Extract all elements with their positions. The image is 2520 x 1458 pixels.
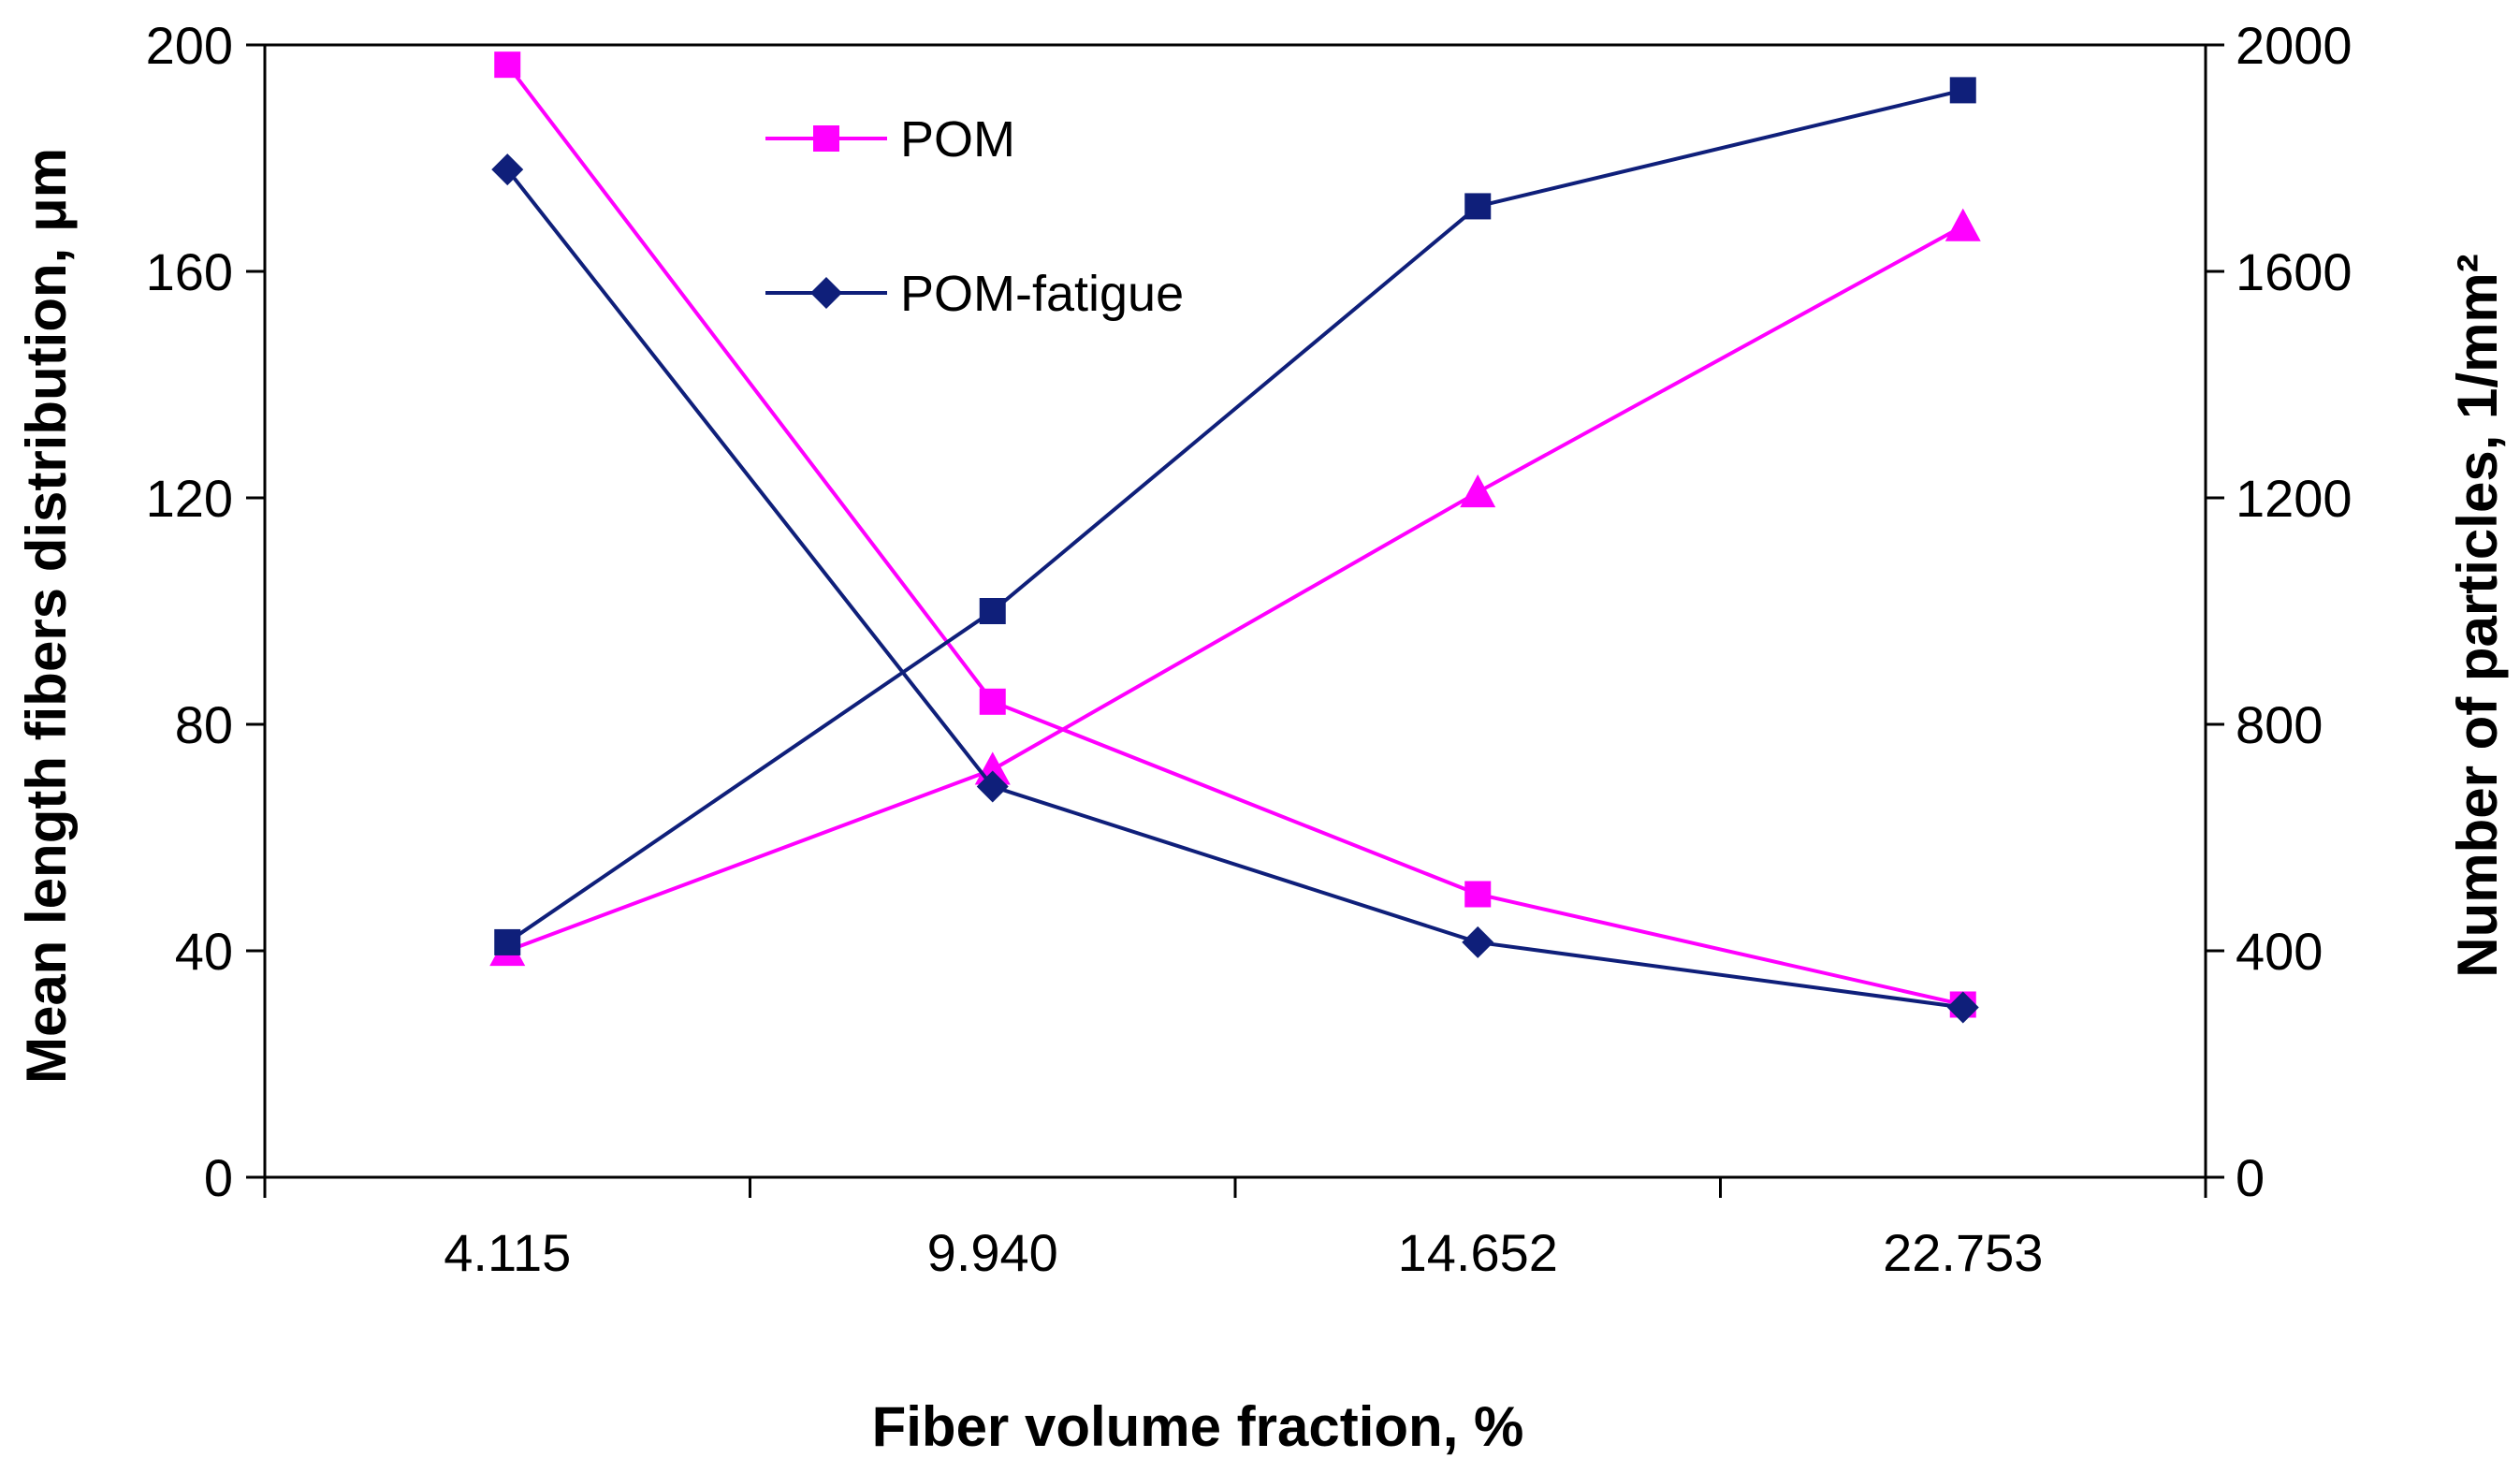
- data-point: [1460, 474, 1496, 508]
- y-axis-right-title: Number of particles, 1/mm²: [2446, 254, 2509, 978]
- data-point: [1945, 208, 1981, 241]
- y-left-tick-label: 80: [175, 695, 233, 754]
- y-left-tick-label: 0: [204, 1148, 233, 1207]
- series-line: [506, 88, 1964, 944]
- x-tick-label: 4.115: [444, 1223, 571, 1282]
- y-left-tick-label: 120: [146, 469, 233, 528]
- data-point: [494, 928, 521, 955]
- y-right-tick-label: 400: [2236, 922, 2323, 981]
- y-right-tick-label: 0: [2236, 1148, 2265, 1207]
- legend-marker: [810, 277, 842, 309]
- series-line: [506, 224, 1964, 953]
- data-point: [494, 51, 521, 79]
- series-pom-fatigue-right: [494, 77, 1976, 955]
- legend-label: POM-fatigue: [900, 266, 1184, 322]
- x-tick-label: 9.940: [927, 1223, 1058, 1282]
- legend-item: POM-fatigue: [765, 266, 1184, 322]
- y-right-tick-label: 1200: [2236, 469, 2352, 528]
- data-point: [491, 153, 524, 186]
- x-axis-title: Fiber volume fraction, %: [872, 1395, 1524, 1458]
- legend-item: POM: [765, 111, 1015, 168]
- y-left-tick-label: 200: [146, 16, 233, 75]
- data-point: [979, 598, 1006, 624]
- series-layer: [489, 51, 1981, 1024]
- x-tick-label: 22.753: [1883, 1223, 2043, 1282]
- data-point: [979, 688, 1006, 715]
- x-tick-label: 14.652: [1398, 1223, 1558, 1282]
- y-right-tick-label: 1600: [2236, 242, 2352, 301]
- y-axis-left-title: Mean length fibers distribution, μm: [15, 148, 78, 1084]
- series-line: [505, 63, 1964, 1007]
- data-point: [1464, 193, 1492, 220]
- y-right-tick-label: 800: [2236, 695, 2323, 754]
- series-pom-fatigue-left: [491, 153, 1979, 1024]
- data-point: [1946, 991, 1979, 1024]
- legend-marker: [813, 125, 839, 152]
- legend: POM POM-fatigue: [765, 111, 1184, 322]
- data-point: [976, 770, 1009, 803]
- data-point: [1949, 77, 1976, 104]
- y-right-tick-label: 2000: [2236, 16, 2352, 75]
- y-left-tick-label: 160: [146, 242, 233, 301]
- legend-label: POM: [900, 111, 1015, 168]
- series-line: [505, 168, 1964, 1010]
- data-point: [1462, 926, 1494, 958]
- data-point: [1464, 881, 1492, 908]
- y-left-tick-label: 40: [175, 922, 233, 981]
